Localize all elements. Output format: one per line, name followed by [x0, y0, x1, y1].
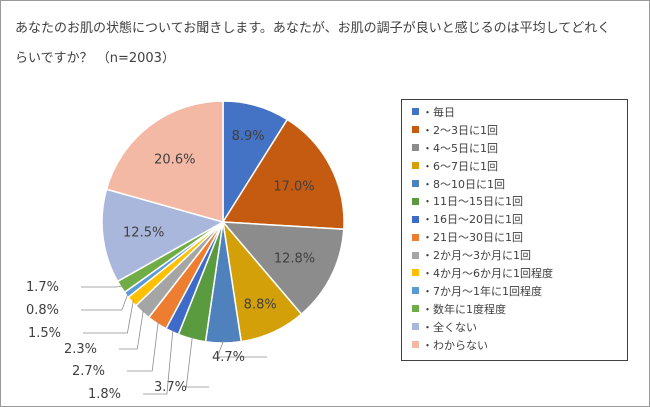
- pie-slice: [105, 100, 224, 223]
- data-label: 17.0%: [273, 180, 314, 195]
- data-label: 1.5%: [28, 326, 61, 341]
- data-label: 12.5%: [123, 226, 164, 241]
- leader-line: [185, 336, 209, 388]
- legend-swatch: [412, 162, 419, 170]
- legend-label: ・わからない: [422, 338, 488, 352]
- leader-line: [119, 310, 144, 350]
- legend-label: ・4～5日に1回: [422, 141, 498, 155]
- legend-item: ・21日～30日に1回: [412, 228, 627, 246]
- data-label: 0.8%: [26, 303, 59, 318]
- legend-swatch: [412, 197, 419, 205]
- data-label: 2.3%: [64, 342, 97, 357]
- legend-label: ・全くない: [422, 320, 477, 334]
- legend-label: ・8～10日に1回: [422, 177, 505, 191]
- pie-slice: [221, 118, 345, 231]
- legend-item: ・全くない: [412, 318, 627, 336]
- legend-item: ・8～10日に1回: [412, 175, 627, 193]
- legend-item: ・4か月～6か月に1回程度: [412, 264, 627, 282]
- legend-swatch: [412, 305, 419, 313]
- legend-label: ・21日～30日に1回: [422, 231, 523, 245]
- legend-item: ・数年に1度程度: [412, 300, 627, 318]
- data-label: 12.8%: [274, 252, 315, 267]
- legend-item: ・4～5日に1回: [412, 139, 627, 157]
- data-label: 2.7%: [72, 364, 105, 379]
- chart-title: あなたのお肌の状態についてお聞きします。あなたが、お肌の調子が良いと感じるのは平…: [15, 21, 611, 66]
- legend-swatch: [412, 251, 419, 259]
- pie-slice: [101, 188, 225, 283]
- leader-line: [81, 285, 123, 288]
- legend-swatch: [412, 108, 419, 116]
- legend-label: ・毎日: [422, 105, 455, 119]
- legend-item: ・7か月～1年に1回程度: [412, 282, 627, 300]
- legend-label: ・数年に1度程度: [422, 302, 506, 316]
- pie-slice: [221, 221, 345, 316]
- legend-label: ・2～3日に1回: [422, 123, 498, 137]
- data-label: 8.8%: [244, 298, 277, 313]
- legend-swatch: [412, 215, 419, 223]
- leader-line: [83, 300, 134, 334]
- legend-swatch: [412, 233, 419, 241]
- legend-item: ・2か月～3か月に1回: [412, 246, 627, 264]
- legend-swatch: [412, 341, 419, 349]
- data-label: 20.6%: [154, 152, 195, 167]
- legend-item: ・6～7日に1回: [412, 157, 627, 175]
- legend-label: ・6～7日に1回: [422, 159, 498, 173]
- chart-legend: ・毎日・2～3日に1回 ・4～5日に1回 ・6～7日に1回 ・8～10日に1回・11日…: [401, 99, 628, 361]
- data-label: 4.7%: [212, 350, 245, 365]
- legend-label: ・11日～15日に1回: [422, 195, 523, 209]
- data-label: 3.7%: [154, 380, 187, 395]
- legend-swatch: [412, 323, 419, 331]
- legend-swatch: [412, 287, 419, 295]
- legend-label: ・16日～20日に1回: [422, 213, 523, 227]
- legend-swatch: [412, 269, 419, 277]
- leader-line: [216, 340, 267, 358]
- leader-line: [127, 321, 159, 372]
- data-label: 8.9%: [232, 129, 265, 144]
- legend-swatch: [412, 144, 419, 152]
- legend-item: ・毎日: [412, 103, 627, 121]
- data-label: 1.8%: [88, 387, 121, 402]
- leader-line: [143, 329, 174, 395]
- legend-item: ・16日～20日に1回: [412, 210, 627, 228]
- legend-item: ・2～3日に1回: [412, 121, 627, 139]
- legend-swatch: [412, 180, 419, 187]
- leader-line: [81, 293, 129, 311]
- legend-item: ・わからない: [412, 336, 627, 354]
- legend-label: ・7か月～1年に1回程度: [422, 284, 542, 298]
- legend-item: ・11日～15日に1回: [412, 192, 627, 210]
- legend-label: ・2か月～3か月に1回: [422, 249, 531, 263]
- legend-label: ・4か月～6か月に1回程度: [422, 266, 553, 280]
- legend-swatch: [412, 126, 419, 134]
- data-label: 1.7%: [26, 280, 59, 295]
